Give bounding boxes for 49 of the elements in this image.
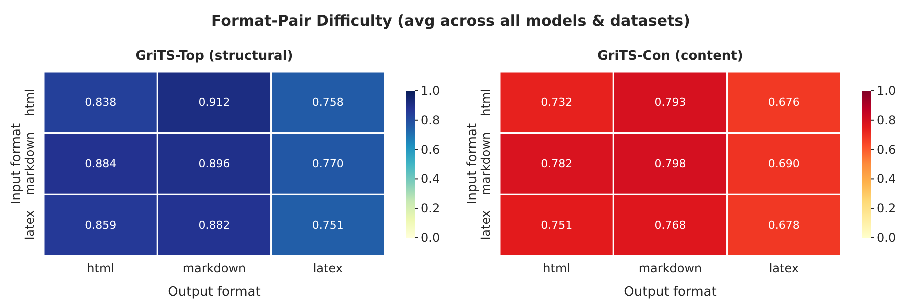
data-label: 0.912	[198, 96, 230, 110]
x-axis-title: Output format	[168, 285, 261, 299]
y-tick-label: latex	[479, 210, 493, 240]
x-tick-label: html	[87, 262, 115, 276]
text: Format-Pair Difficulty (avg across all models & datasets)	[210, 12, 692, 30]
data-label: 0.798	[654, 158, 686, 170]
x-tick-label: markdown	[182, 262, 246, 276]
x-tick-label: latex	[769, 262, 800, 276]
data-label: 0.793	[654, 96, 686, 110]
x-tick-label: html	[543, 262, 571, 276]
color-bar-label: 0.8	[421, 113, 440, 128]
data-label: 0.690	[768, 158, 800, 170]
color-bar-label: 0.0	[421, 231, 440, 245]
color-bar-label: 0.4	[877, 172, 896, 186]
color-bar-label: 0.4	[421, 172, 440, 186]
data-label: 0.732	[541, 96, 573, 110]
chart-title: GriTS-Top (structural)	[134, 49, 294, 64]
y-axis-title: Input format	[466, 123, 480, 205]
data-label: 0.758	[312, 96, 344, 110]
data-label: 0.770	[312, 158, 344, 170]
data-label: 0.782	[541, 158, 573, 170]
data-label: 0.882	[198, 218, 230, 232]
x-axis-title: Output format	[624, 285, 717, 299]
data-label: 0.678	[768, 218, 800, 232]
data-label: 0.768	[654, 218, 686, 232]
y-tick-label: markdown	[23, 132, 37, 196]
x-tick-label: markdown	[638, 262, 702, 276]
color-bar-label: 0.6	[877, 142, 896, 157]
data-label: 0.859	[85, 218, 117, 232]
y-tick-label: html	[479, 88, 493, 116]
y-tick-label: latex	[23, 210, 37, 240]
y-tick-label: markdown	[479, 132, 493, 196]
x-tick-label: latex	[313, 262, 344, 276]
color-bar-label: 1.0	[421, 84, 440, 98]
data-label: 0.676	[768, 96, 800, 110]
color-bar-label: 0.0	[877, 231, 896, 245]
data-label: 0.838	[85, 96, 117, 110]
color-bar-label: 0.6	[421, 142, 440, 157]
data-label: 0.751	[541, 218, 573, 232]
color-bar-label: 1.0	[877, 84, 896, 98]
color-bar-label: 0.8	[877, 113, 896, 128]
chart-title: GriTS-Con (content)	[596, 49, 744, 64]
color-bar-label: 0.2	[877, 202, 896, 216]
data-label: 0.884	[85, 158, 117, 170]
y-axis-title: Input format	[10, 123, 24, 205]
data-label: 0.751	[312, 218, 344, 232]
color-bar-label: 0.2	[421, 202, 440, 216]
data-label: 0.896	[198, 158, 230, 170]
y-tick-label: html	[23, 88, 37, 116]
